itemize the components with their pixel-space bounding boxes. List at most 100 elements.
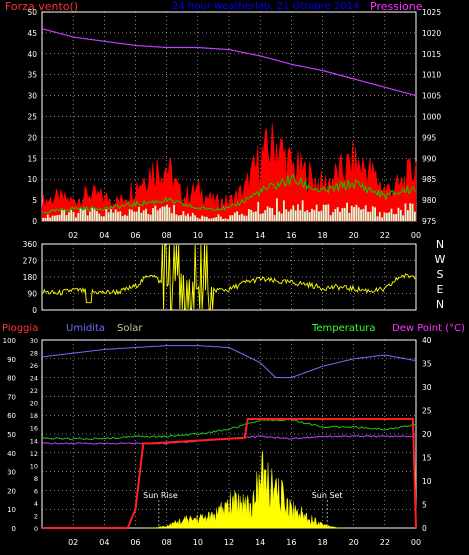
- gust-bar: [58, 214, 61, 221]
- gust-bar: [98, 213, 101, 221]
- pressure-series: [41, 28, 417, 97]
- humidity-tick-label: 14: [30, 437, 38, 445]
- gust-bar: [360, 209, 362, 221]
- legend-label: Umidita: [66, 323, 105, 334]
- gust-bar: [390, 208, 393, 221]
- wind-pressure-series: [41, 28, 417, 222]
- gust-bar: [325, 204, 327, 221]
- gust-bar: [322, 204, 325, 221]
- gust-bar: [306, 210, 309, 221]
- gust-bar: [166, 204, 168, 221]
- gust-bar: [180, 215, 182, 221]
- pressure-tick-label: 1020: [422, 29, 441, 38]
- gust-bar: [283, 200, 285, 221]
- direction-series: [41, 244, 417, 310]
- humidity-tick-label: 30: [30, 337, 38, 345]
- gust-bar: [222, 219, 225, 221]
- gust-bar: [343, 207, 346, 221]
- gust-bar: [313, 210, 316, 221]
- gust-bar: [371, 206, 374, 221]
- temperature-tick-label: 0: [422, 524, 427, 533]
- x-tick-label: 18: [317, 231, 327, 240]
- x-tick-label: 22: [380, 538, 390, 547]
- wind-tick-label: 45: [27, 29, 37, 38]
- gust-bar: [44, 217, 47, 221]
- gust-bar: [126, 215, 129, 221]
- gust-bar: [53, 215, 56, 221]
- humidity-tick-label: 2: [34, 512, 38, 520]
- gust-bar: [56, 215, 59, 221]
- gust-bar: [60, 210, 63, 221]
- gust-bar: [233, 212, 236, 221]
- x-tick-label: 22: [380, 231, 390, 240]
- wind-tick-label: 5: [32, 196, 37, 205]
- gust-bar: [341, 208, 344, 221]
- x-tick-label: 14: [255, 538, 265, 547]
- gust-bar: [266, 206, 269, 221]
- wind-tick-label: 0: [32, 217, 37, 226]
- gust-bar: [93, 209, 96, 221]
- gust-bar: [159, 208, 161, 221]
- gust-bar: [280, 213, 283, 221]
- gust-bar: [318, 211, 320, 221]
- gust-bar: [224, 218, 227, 221]
- gust-bar: [374, 207, 376, 221]
- gust-bar: [254, 211, 257, 221]
- direction-tick-label: 270: [23, 257, 38, 266]
- direction-tick-label: 180: [23, 273, 38, 282]
- gust-bar: [105, 209, 108, 221]
- pressure-tick-label: 1000: [422, 113, 441, 122]
- gust-bar: [362, 208, 365, 221]
- pressure-tick-label: 1005: [422, 92, 441, 101]
- rain-tick-label: 0: [12, 525, 16, 533]
- gust-bar: [245, 215, 248, 221]
- wind-tick-label: 35: [27, 71, 37, 80]
- gust-bar: [292, 205, 295, 221]
- gust-bar: [96, 211, 98, 221]
- gust-bar: [124, 214, 126, 221]
- rain-tick-label: 100: [3, 337, 16, 345]
- compass-label: N: [436, 298, 444, 311]
- gust-bar: [79, 208, 82, 221]
- temperature-tick-label: 25: [422, 407, 432, 416]
- wind-tick-label: 15: [27, 154, 37, 163]
- gust-bar: [327, 204, 330, 221]
- wind-tick-label: 25: [27, 113, 37, 122]
- gust-bar: [290, 209, 292, 221]
- gust-bar: [201, 215, 204, 221]
- gust-bar: [65, 215, 68, 221]
- rain-tick-label: 80: [7, 375, 16, 383]
- gust-bar: [110, 209, 112, 221]
- temperature-tick-label: 10: [422, 477, 432, 486]
- rain-tick-label: 60: [7, 412, 16, 420]
- gust-bar: [257, 201, 260, 221]
- gust-bar: [240, 213, 243, 221]
- direction-grid: [42, 244, 416, 310]
- gust-bar: [285, 209, 288, 221]
- temperature-series: [41, 418, 417, 441]
- gust-bar: [364, 205, 367, 221]
- humidity-temp-x-tick-labels: 02 04 06 08 10 12 14 16 18 20 22 00: [68, 538, 421, 547]
- gust-bar: [49, 217, 52, 221]
- rain-tick-label: 40: [7, 450, 16, 458]
- humidity-tick-label: 28: [30, 350, 38, 358]
- rain-tick-label: 70: [7, 393, 16, 401]
- wind-tick-label: 30: [27, 92, 37, 101]
- direction-tick-label: 0: [32, 306, 37, 315]
- x-tick-label: 14: [255, 231, 265, 240]
- gust-bar: [353, 206, 355, 221]
- humidity-tick-label: 20: [30, 400, 38, 408]
- compass-label: N: [436, 238, 444, 251]
- gust-bar: [301, 200, 304, 221]
- humidity-tick-label: 16: [30, 425, 38, 433]
- temperature-tick-labels: 40 35 30 25 20 15 10 5 0: [422, 336, 432, 533]
- gust-bar: [304, 211, 306, 221]
- temperature-tick-label: 40: [422, 336, 432, 345]
- humidity-tick-label: 0: [34, 525, 38, 533]
- humidity-tick-label: 22: [30, 387, 38, 395]
- gust-bar: [329, 215, 332, 221]
- pressure-tick-label: 990: [422, 154, 437, 163]
- legend-label: Pioggia: [2, 323, 38, 334]
